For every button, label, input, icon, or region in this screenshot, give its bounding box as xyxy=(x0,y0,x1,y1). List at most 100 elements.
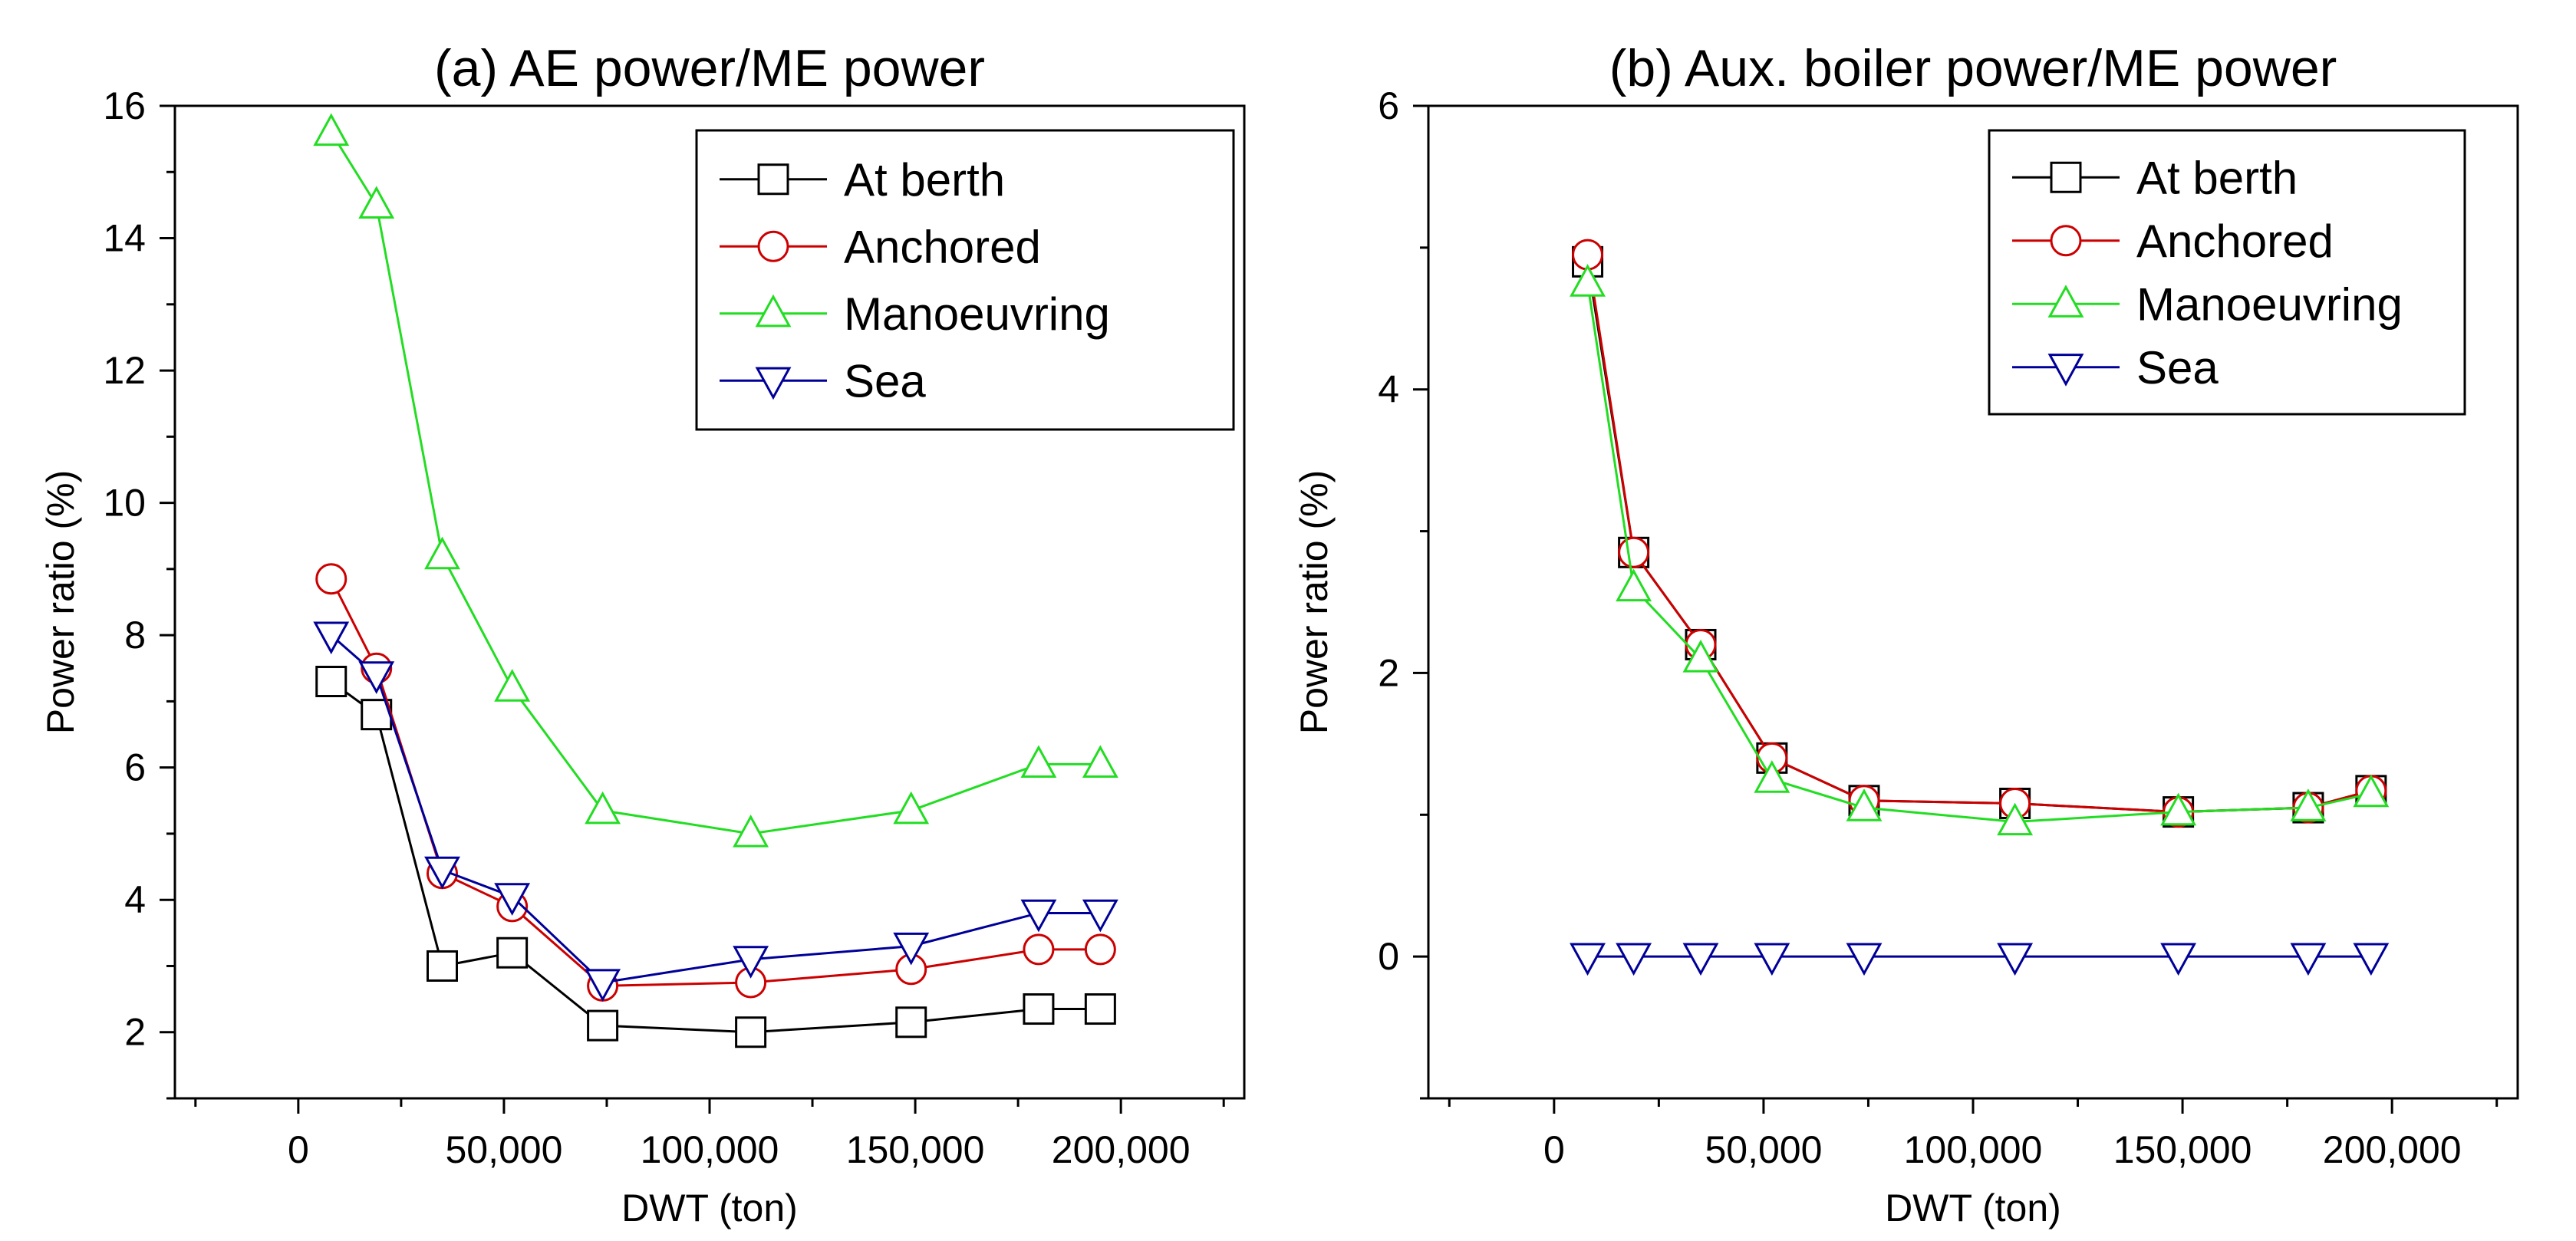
series-line xyxy=(330,578,1101,987)
y-tick-label: 2 xyxy=(124,1011,146,1054)
data-point xyxy=(893,932,930,966)
legend-item-at-berth: At berth xyxy=(2012,152,2298,203)
data-point xyxy=(585,969,621,1002)
chart-title: (b) Aux. boiler power/ME power xyxy=(1609,39,2337,97)
data-point xyxy=(735,1016,767,1048)
data-point xyxy=(1846,943,1883,976)
data-point xyxy=(2290,788,2327,821)
y-axis-label: Power ratio (%) xyxy=(39,470,82,735)
x-tick-label: 150,000 xyxy=(2113,1128,2252,1171)
y-axis-label: Power ratio (%) xyxy=(1293,470,1336,735)
series-sea xyxy=(313,621,1118,1002)
legend-marker xyxy=(755,367,792,400)
data-point xyxy=(1616,943,1652,976)
data-point xyxy=(1616,568,1652,602)
legend-marker xyxy=(2047,285,2084,318)
legend-marker xyxy=(2050,161,2082,193)
legend-label: At berth xyxy=(844,154,1005,206)
data-point xyxy=(585,791,621,825)
y-tick-label: 2 xyxy=(1378,651,1399,694)
legend-marker xyxy=(757,163,789,196)
data-point xyxy=(1997,802,2034,836)
data-point xyxy=(1084,933,1116,966)
y-tick-label: 8 xyxy=(124,614,146,657)
legend-item-sea: Sea xyxy=(2012,342,2219,393)
data-point xyxy=(313,621,350,655)
data-point xyxy=(1997,943,2034,976)
x-tick-label: 50,000 xyxy=(445,1128,562,1171)
y-tick-label: 4 xyxy=(1378,368,1399,411)
chart-title: (a) AE power/ME power xyxy=(434,39,985,97)
data-point xyxy=(1023,933,1055,966)
data-point xyxy=(1682,943,1719,976)
x-axis-label: DWT (ton) xyxy=(1885,1187,2061,1229)
data-point xyxy=(1020,745,1057,779)
legend-item-sea: Sea xyxy=(720,355,926,407)
legend-label: Manoeuvring xyxy=(844,288,1110,340)
x-tick-label: 0 xyxy=(1543,1128,1565,1171)
legend-item-anchored: Anchored xyxy=(720,221,1041,272)
chart-panel-b: (b) Aux. boiler power/ME power 0 50,000 100… xyxy=(1293,39,2519,1229)
y-tick-label: 10 xyxy=(103,482,146,525)
data-point xyxy=(2290,943,2327,976)
series-manoeuvring xyxy=(313,113,1118,848)
y-tick-label: 4 xyxy=(124,878,146,921)
data-point xyxy=(1682,639,1719,673)
y-tick-label: 14 xyxy=(103,217,146,260)
chart-panel-a: (a) AE power/ME power 0 50,000 100,000 150,0… xyxy=(39,39,1246,1229)
legend-label: Anchored xyxy=(844,221,1041,272)
x-tick-label: 150,000 xyxy=(846,1128,985,1171)
legend-label: At berth xyxy=(2136,152,2298,203)
data-point xyxy=(494,883,531,916)
y-tick-label: 6 xyxy=(1378,84,1399,127)
data-point xyxy=(315,563,348,595)
data-point xyxy=(315,666,348,698)
series-anchored xyxy=(315,563,1116,1002)
data-point xyxy=(424,536,460,570)
data-point xyxy=(2160,792,2197,826)
data-point xyxy=(2353,943,2390,976)
x-tick-label: 50,000 xyxy=(1705,1128,1822,1171)
legend-marker xyxy=(755,294,792,328)
y-tick-label: 0 xyxy=(1378,935,1399,978)
data-point xyxy=(1023,993,1055,1025)
data-point xyxy=(427,950,458,982)
series-at-berth xyxy=(315,666,1116,1048)
legend-item-manoeuvring: Manoeuvring xyxy=(720,288,1110,340)
x-axis-label: DWT (ton) xyxy=(621,1187,798,1229)
data-point xyxy=(358,186,395,219)
legend-marker xyxy=(757,230,789,262)
data-point xyxy=(1082,745,1118,779)
data-point xyxy=(1846,788,1883,821)
legend-item-at-berth: At berth xyxy=(720,154,1005,206)
data-point xyxy=(1570,264,1606,297)
data-point xyxy=(1082,899,1118,933)
x-tick-label: 200,000 xyxy=(2323,1128,2462,1171)
data-point xyxy=(733,814,769,848)
x-tick-label: 100,000 xyxy=(641,1128,779,1171)
y-tick-label: 6 xyxy=(124,746,146,789)
series-line xyxy=(330,634,1101,984)
y-tick-label: 16 xyxy=(103,84,146,127)
series-manoeuvring xyxy=(1570,264,2390,836)
legend-label: Anchored xyxy=(2136,216,2334,267)
data-point xyxy=(1754,760,1790,793)
legend-item-manoeuvring: Manoeuvring xyxy=(2012,278,2403,330)
x-tick-label: 100,000 xyxy=(1904,1128,2043,1171)
data-point xyxy=(2353,774,2390,808)
legend-marker xyxy=(2047,354,2084,387)
data-point xyxy=(494,669,531,702)
data-point xyxy=(733,946,769,979)
data-point xyxy=(1084,993,1116,1025)
x-tick-label: 200,000 xyxy=(1052,1128,1191,1171)
series-sea xyxy=(1570,943,2390,976)
legend: At berth Anchored Manoeuvring Sea xyxy=(695,129,1235,431)
y-tick-label: 12 xyxy=(103,349,146,392)
legend-label: Manoeuvring xyxy=(2136,278,2403,330)
x-tick-label: 0 xyxy=(288,1128,309,1171)
data-point xyxy=(358,661,395,694)
data-point xyxy=(496,937,529,969)
data-point xyxy=(1618,536,1650,568)
data-point xyxy=(1570,943,1606,976)
